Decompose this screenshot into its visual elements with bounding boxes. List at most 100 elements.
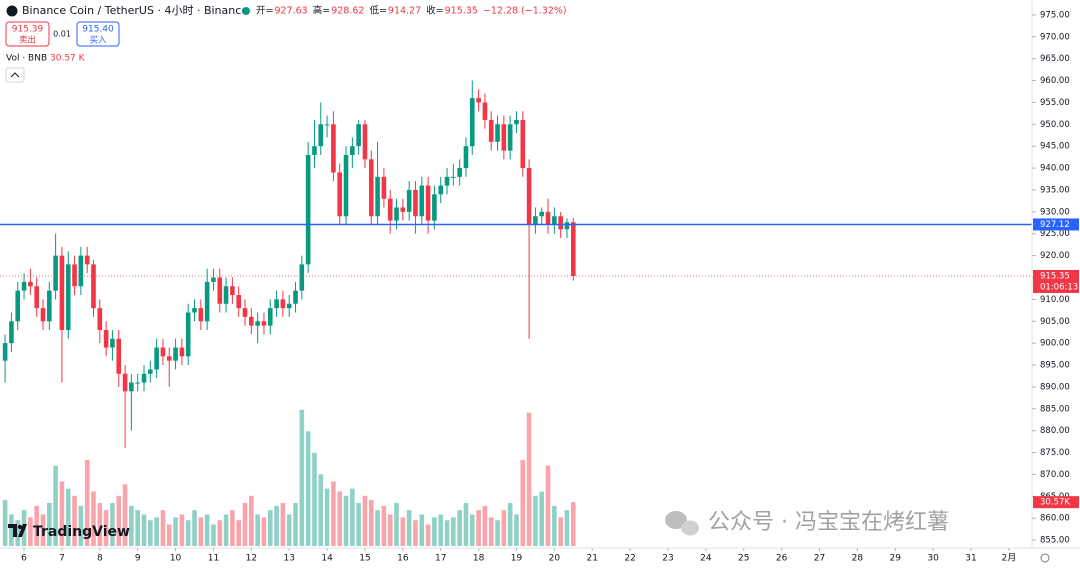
- volume-bar: [375, 510, 380, 546]
- volume-bar: [192, 510, 197, 546]
- wechat-icon: [665, 511, 687, 529]
- volume-bar: [122, 484, 128, 546]
- collapse-button[interactable]: [5, 67, 25, 83]
- volume-bar: [91, 491, 96, 546]
- ohlc-label: 低=: [369, 5, 386, 17]
- candle-body: [53, 255, 58, 291]
- watermark-text: 公众号 · 冯宝宝在烤红薯: [708, 510, 949, 535]
- candle-body: [97, 308, 103, 331]
- volume-bar: [249, 495, 254, 546]
- volume-bar: [520, 460, 526, 546]
- candle-body: [387, 198, 393, 221]
- volume-bar: [318, 474, 324, 546]
- y-tick-label: 975.00: [1040, 10, 1070, 20]
- settings-icon[interactable]: [1040, 553, 1050, 563]
- volume-bar: [482, 505, 488, 546]
- y-tick-label: 925.00: [1040, 229, 1070, 239]
- sell-button[interactable]: [5, 21, 50, 47]
- candle-body: [129, 382, 134, 392]
- ohlc-value: 914.27: [388, 6, 421, 17]
- candle-body: [400, 207, 406, 212]
- candle-body: [526, 168, 532, 225]
- candle-body: [141, 373, 147, 383]
- ohlc-legend: 开= 927.63 高= 928.62 低= 914.27 收= 915.35 −12.28 (…: [256, 5, 567, 17]
- volume-bar: [204, 514, 210, 546]
- sell-label[interactable]: 卖出: [19, 35, 36, 46]
- candle-body: [21, 281, 27, 291]
- candle-body: [242, 308, 248, 317]
- x-tick-label: 30: [927, 554, 939, 564]
- candle-body: [135, 382, 140, 384]
- candle-body: [507, 124, 513, 151]
- volume-bar: [53, 465, 58, 546]
- y-tick-label: 905.00: [1040, 317, 1070, 327]
- y-tick-label: 960.00: [1040, 76, 1070, 86]
- candle-body: [331, 124, 336, 173]
- volume-bar: [350, 488, 355, 546]
- candle-body: [350, 146, 355, 155]
- candle-body: [356, 124, 361, 147]
- ohlc-value: 927.63: [274, 6, 307, 17]
- volume-bar: [34, 505, 39, 546]
- volume-bar: [558, 517, 563, 546]
- buy-label[interactable]: 买入: [89, 36, 107, 46]
- volume-bar: [381, 505, 387, 546]
- x-tick-label: 15: [359, 554, 370, 564]
- candle-body: [406, 189, 412, 212]
- volume-bar: [116, 495, 122, 546]
- volume-bar: [362, 495, 368, 546]
- candle-body: [533, 216, 538, 225]
- volume-bar: [217, 520, 223, 546]
- x-tick-label: 12: [246, 554, 257, 564]
- candle-body: [501, 124, 507, 151]
- buy-button[interactable]: [76, 21, 120, 47]
- volume-bar: [432, 517, 437, 546]
- volume-bar: [539, 491, 545, 546]
- volume-bar: [9, 514, 14, 546]
- candle-body: [59, 255, 65, 331]
- candle-body: [192, 308, 197, 313]
- x-tick-label: 14: [321, 554, 333, 564]
- x-tick-label: 7: [59, 554, 65, 564]
- candle-body: [198, 308, 204, 322]
- y-tick-label: 965.00: [1040, 54, 1070, 64]
- candle-body: [343, 154, 349, 217]
- volume-bar: [570, 502, 576, 546]
- x-tick-label: 18: [473, 554, 485, 564]
- volume-bar: [274, 505, 279, 546]
- x-tick-label: 9: [135, 554, 141, 564]
- sell-price[interactable]: 915.39: [12, 25, 44, 35]
- candle-body: [40, 308, 46, 322]
- x-tick-label: 22: [624, 554, 635, 564]
- volume-bar: [413, 520, 418, 546]
- volume-bar: [141, 514, 147, 546]
- buy-price[interactable]: 915.40: [82, 25, 114, 35]
- x-tick-label: 26: [776, 554, 788, 564]
- candle-body: [267, 308, 273, 326]
- symbol-icon: [6, 5, 18, 17]
- volume-bar: [488, 517, 494, 546]
- volume-bar: [469, 514, 475, 546]
- change: −12.28 (−1.32%): [483, 6, 567, 17]
- candle-body: [166, 356, 172, 361]
- candle-body: [438, 185, 444, 195]
- x-tick-label: 10: [170, 554, 182, 564]
- candle-body: [444, 176, 450, 186]
- y-tick-label: 880.00: [1040, 426, 1070, 436]
- volume-bar: [356, 503, 361, 546]
- candle-body: [122, 373, 128, 392]
- volume-bar: [387, 514, 393, 546]
- y-tick-label: 920.00: [1040, 251, 1070, 261]
- volume-bar: [533, 495, 538, 546]
- x-tick-label: 19: [511, 554, 523, 564]
- volume-bar: [564, 510, 570, 546]
- candle-body: [394, 207, 399, 221]
- volume-bar: [501, 510, 507, 546]
- y-tick-label: 935.00: [1040, 185, 1070, 195]
- x-tick-label: 28: [852, 554, 864, 564]
- candle-body: [65, 264, 71, 331]
- y-tick-label: 950.00: [1040, 120, 1070, 130]
- candle-body: [148, 369, 153, 374]
- volume-bar: [476, 510, 481, 546]
